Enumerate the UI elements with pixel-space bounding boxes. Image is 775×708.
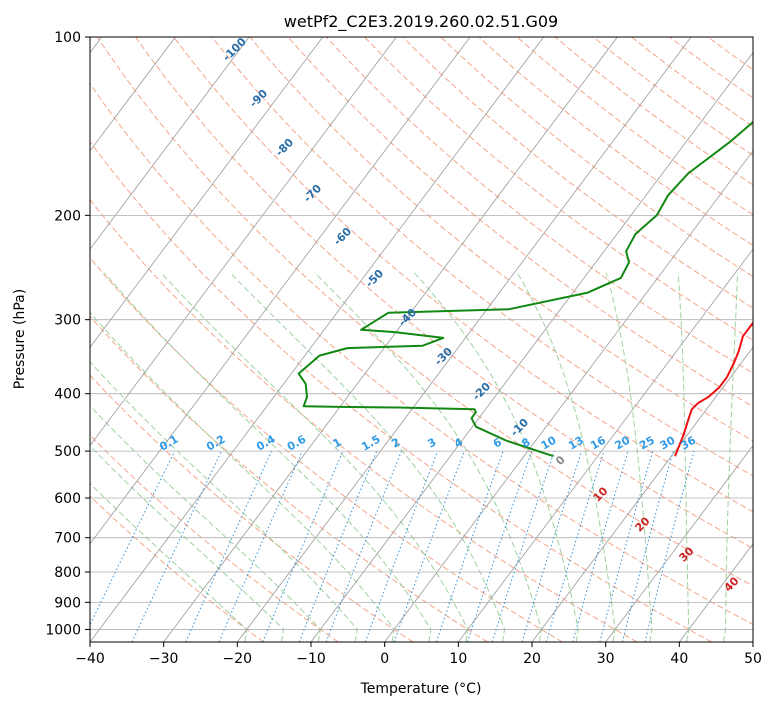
mixing-ratio-line	[599, 450, 654, 642]
dry-adiabat-line	[211, 37, 753, 477]
y-tick-label: 1000	[45, 622, 81, 638]
isotherm-line	[163, 37, 618, 642]
dry-adiabat-line	[90, 434, 339, 642]
dry-adiabat-line	[90, 140, 712, 642]
x-tick-label: −20	[223, 651, 253, 667]
x-axis-label: Temperature (°C)	[360, 681, 482, 697]
y-axis-label: Pressure (hPa)	[12, 289, 28, 389]
x-tick-label: 0	[380, 651, 389, 667]
moist-adiabat-line	[90, 405, 321, 642]
moist-adiabat-line	[90, 445, 285, 642]
dry-adiabat-line	[90, 374, 414, 642]
y-tick-label: 800	[54, 565, 81, 581]
x-tick-label: −40	[75, 651, 105, 667]
isotherm-line	[237, 37, 692, 642]
mixing-ratio-line	[621, 450, 674, 642]
mixing-ratio-line	[491, 450, 555, 642]
isotherm-line	[310, 51, 753, 642]
x-tick-label: 40	[670, 651, 688, 667]
y-tick-label: 200	[54, 208, 81, 224]
mixing-ratio-line	[218, 450, 303, 642]
mixing-ratio-line	[325, 450, 402, 642]
mixing-ratio-line	[545, 450, 605, 642]
moist-adiabat-line	[314, 272, 542, 642]
isotherm-line	[90, 37, 324, 348]
mixing-ratio-line	[521, 450, 583, 642]
dry-adiabat-line	[90, 256, 563, 642]
mixing-ratio-line	[572, 450, 629, 642]
moist-adiabat-line	[90, 482, 248, 642]
isotherm-line	[384, 150, 753, 642]
dry-adiabat-line	[364, 37, 753, 341]
grid-layer	[90, 37, 753, 642]
dry-adiabat-line	[287, 37, 753, 408]
y-tick-label: 100	[54, 30, 81, 46]
y-tick-label: 600	[54, 491, 81, 507]
mixing-ratio-line	[90, 450, 176, 627]
dry-adiabat-line	[90, 83, 753, 625]
y-tick-label: 500	[54, 444, 81, 460]
mixing-ratio-line	[185, 450, 272, 642]
moist-adiabat-line	[90, 361, 358, 642]
moist-adiabat-line	[160, 272, 469, 642]
dry-adiabat-line	[402, 37, 753, 309]
y-tick-label: 700	[54, 531, 81, 547]
moist-adiabat-line	[229, 272, 506, 642]
dry-adiabat-line	[325, 37, 753, 374]
chart-title: wetPf2_C2E3.2019.260.02.51.G09	[284, 12, 558, 32]
mixing-ratio-line	[393, 450, 465, 642]
x-tick-label: 10	[449, 651, 467, 667]
dry-adiabat-line	[90, 495, 264, 642]
mixing-ratio-line	[364, 450, 439, 642]
mixing-ratio-line	[262, 450, 344, 642]
plot-frame	[89, 36, 754, 643]
plot-background	[90, 37, 753, 642]
dry-adiabat-line	[90, 198, 638, 642]
moist-adiabat-line	[414, 272, 579, 642]
isotherm-line	[752, 641, 753, 642]
isotherm-line	[605, 444, 753, 642]
series-layer	[297, 120, 753, 458]
y-tick-label: 400	[54, 387, 81, 403]
moist-adiabat-line	[90, 311, 395, 642]
x-tick-label: 30	[597, 651, 615, 667]
mixing-ratio-line	[467, 450, 533, 642]
isotherm-line	[90, 37, 545, 642]
isotherm-line	[531, 346, 753, 642]
isotherm-line	[458, 248, 753, 642]
isotherm-line	[90, 37, 471, 545]
moist-adiabat-line	[516, 272, 616, 642]
temperature-profile-line	[674, 321, 753, 457]
moist-adiabat-line	[104, 272, 432, 642]
isotherm-line	[90, 37, 176, 152]
isotherm-line	[90, 37, 250, 250]
dry-adiabat-line	[90, 315, 488, 642]
dry-adiabat-line	[96, 37, 753, 587]
dry-adiabat-line	[173, 37, 753, 513]
axis-ticks: −40 −30 −20 −10 0 10 20 30 40 50 100 200 300 400 500 60…	[45, 30, 762, 667]
mixing-ratio-line	[298, 450, 378, 642]
dewpoint-profile-line	[297, 120, 753, 458]
dry-adiabat-line	[135, 37, 753, 550]
x-tick-label: −10	[296, 651, 326, 667]
y-tick-label: 300	[54, 313, 81, 329]
x-tick-label: −30	[149, 651, 179, 667]
x-tick-label: 20	[523, 651, 541, 667]
isotherm-line	[90, 37, 397, 447]
y-tick-label: 900	[54, 595, 81, 611]
mixing-ratio-line	[644, 450, 695, 642]
x-tick-label: 50	[744, 651, 762, 667]
mixing-ratio-line	[435, 450, 504, 642]
